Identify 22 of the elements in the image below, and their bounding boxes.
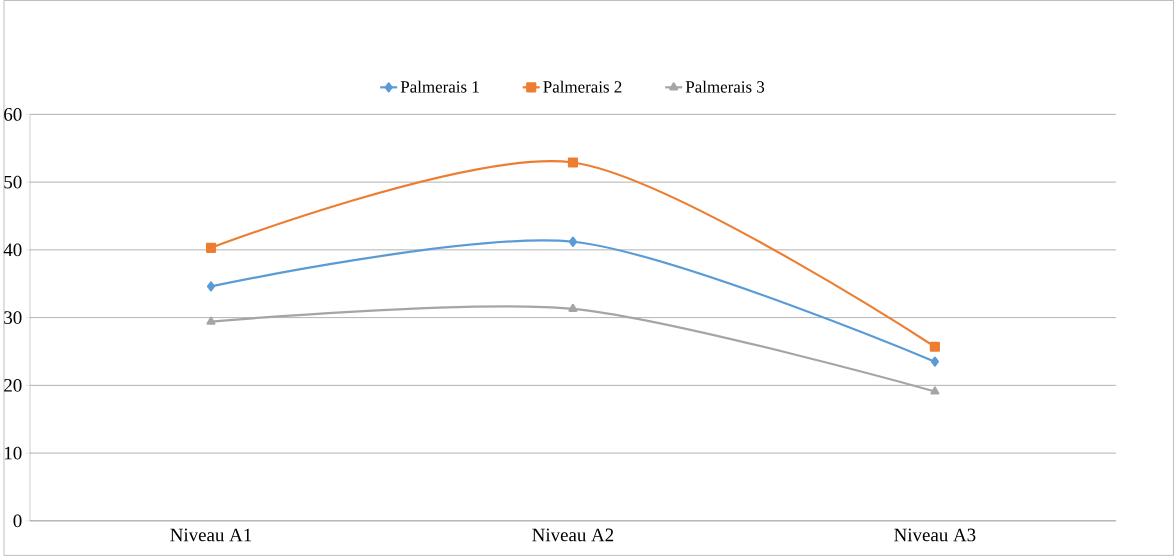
y-tick-label: 30: [4, 311, 22, 325]
point: [205, 242, 217, 253]
point: [568, 236, 578, 247]
y-tick-label: 60: [4, 108, 22, 121]
y-tick-label: 50: [4, 175, 22, 189]
y-tick-label: 40: [3, 243, 22, 257]
point: [567, 157, 579, 168]
point: [930, 386, 940, 395]
point: [568, 303, 578, 312]
y-tick-label: 0: [13, 514, 22, 528]
x-tick-label: Niveau A3: [894, 528, 976, 542]
x-tick-label: Niveau A2: [532, 528, 614, 542]
point: [929, 341, 940, 352]
x-tick-label: Niveau A1: [170, 528, 252, 542]
point: [206, 316, 216, 325]
point: [206, 281, 216, 292]
y-tick-label: 10: [4, 446, 22, 460]
point: [930, 356, 939, 367]
legend-label: Palmerais 2: [543, 80, 622, 93]
y-tick-label: 20: [4, 379, 22, 392]
legend-label: Palmerais 3: [685, 80, 765, 93]
legend-label: Palmerais 1: [400, 80, 479, 93]
